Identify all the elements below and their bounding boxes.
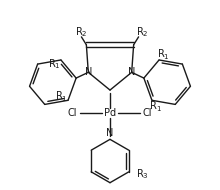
Text: R: R <box>56 91 63 101</box>
Text: R: R <box>158 49 165 59</box>
Text: 2: 2 <box>82 31 86 37</box>
Text: 1: 1 <box>54 63 59 69</box>
Text: N: N <box>128 67 135 77</box>
Text: R: R <box>150 101 157 111</box>
Text: R: R <box>137 27 144 37</box>
Text: N: N <box>85 67 92 77</box>
Text: Pd: Pd <box>104 108 116 118</box>
Text: 1: 1 <box>61 96 66 102</box>
Text: Cl: Cl <box>143 108 152 118</box>
Text: 1: 1 <box>156 106 161 112</box>
Text: N: N <box>106 128 114 139</box>
Text: R: R <box>137 169 144 179</box>
Text: 3: 3 <box>143 173 147 179</box>
Text: R: R <box>49 59 55 69</box>
Text: 2: 2 <box>143 31 147 37</box>
Text: 1: 1 <box>163 54 168 59</box>
Text: R: R <box>76 27 83 37</box>
Text: Cl: Cl <box>68 108 77 118</box>
